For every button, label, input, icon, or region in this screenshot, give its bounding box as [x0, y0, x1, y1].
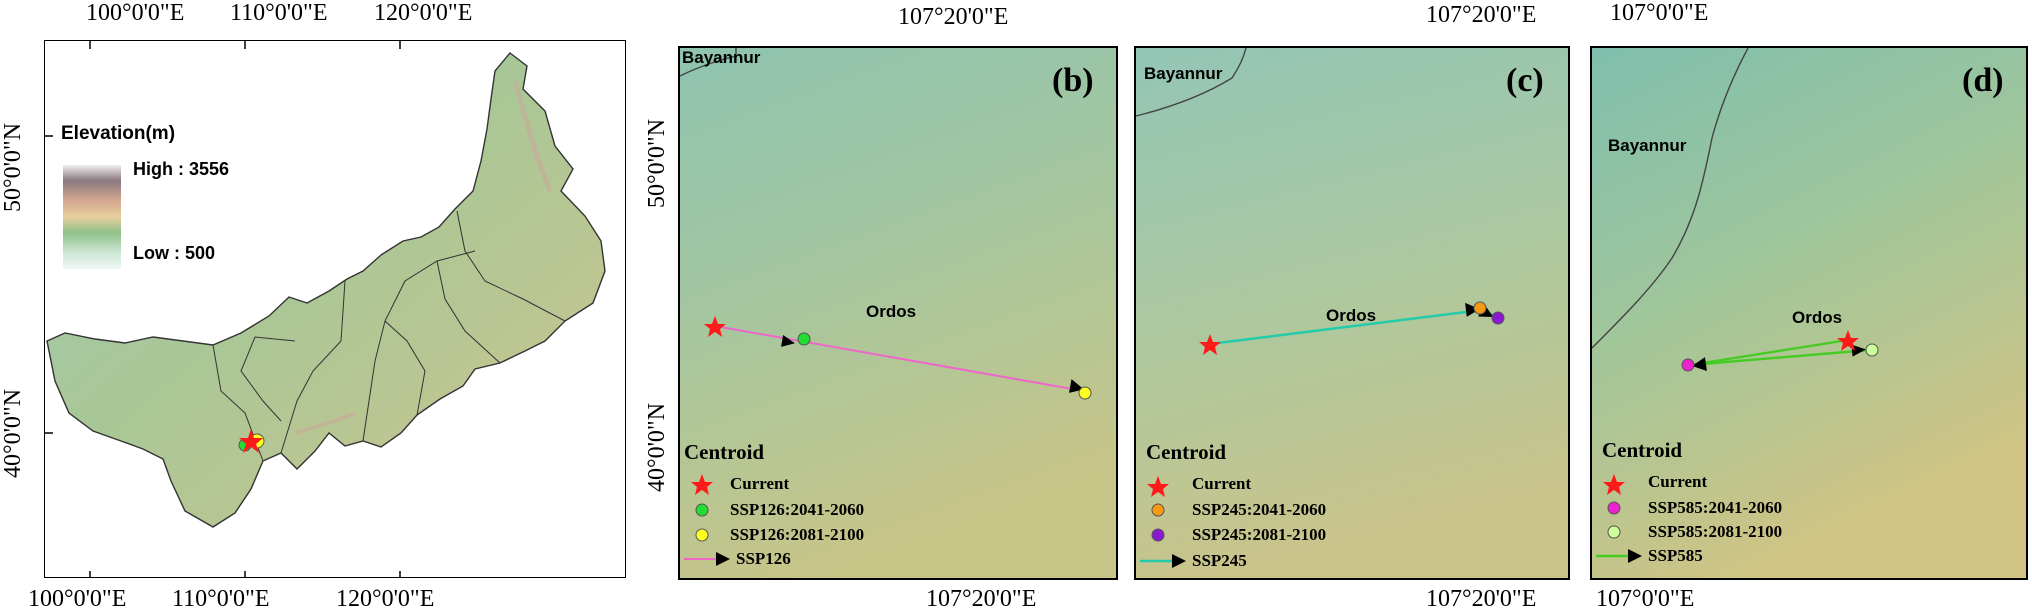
cluster-star [239, 429, 263, 453]
legend-title: Centroid [1146, 440, 1227, 464]
legend-arrowhead [1628, 549, 1642, 563]
current-centroid-star [704, 316, 726, 337]
panel-label-d: (d) [1962, 62, 2004, 99]
legend-title: Centroid [684, 440, 765, 464]
map-svg-b [680, 48, 1116, 578]
trajectory-line [1209, 308, 1483, 346]
lon-label-bottom: 107°0'0"E [1596, 586, 1695, 612]
centroid-2041-2060 [1681, 358, 1695, 372]
centroid-2081-2100 [1078, 386, 1092, 400]
elevation-ramp [63, 165, 121, 269]
centroid-2041-2060 [797, 332, 811, 346]
map-frame-d: Bayannur Ordos (d) Centroid Current SSP5… [1590, 46, 2028, 580]
map-frame-c: Bayannur Ordos (c) Centroid Current SSP2… [1134, 46, 1570, 580]
lon-label-bottom-2: 110°0'0"E [172, 586, 270, 612]
lon-label-top: 107°0'0"E [1610, 0, 1709, 26]
elevation-low-label: Low : 500 [133, 243, 216, 263]
city-bayannur: Bayannur [1608, 136, 1687, 155]
legend-scenario: SSP585 [1648, 546, 1703, 565]
legend-arrowhead [1172, 554, 1186, 568]
boundary-line [1136, 48, 1247, 117]
lat-label-2: 40°0'0"N [0, 388, 26, 478]
legend-current: Current [730, 474, 790, 493]
map-frame-inner-mongolia: Elevation(m) High : 3556 Low : 500 [44, 40, 626, 578]
legend-scenario: SSP126 [736, 549, 791, 568]
boundary-line [680, 48, 737, 77]
lon-label-bottom-1: 100°0'0"E [28, 586, 127, 612]
legend-current: Current [1192, 474, 1252, 493]
centroid-2081-2100 [1491, 311, 1505, 325]
lon-label-bottom-3: 120°0'0"E [336, 586, 435, 612]
map-frame-b: Bayannur Ordos (b) Centroid Current SSP1… [678, 46, 1118, 580]
lon-label-bottom: 107°20'0"E [1426, 586, 1537, 612]
lon-label-top-3: 120°0'0"E [374, 0, 473, 26]
legend-star [691, 474, 713, 495]
map-svg-d [1592, 48, 2026, 578]
lon-label-top: 107°20'0"E [1426, 2, 1537, 28]
legend-2081-2100: SSP245:2081-2100 [1192, 525, 1327, 544]
lon-label-top-2: 110°0'0"E [230, 0, 328, 26]
lat-label-2: 40°0'0"N [644, 402, 670, 492]
legend-current: Current [1648, 472, 1708, 491]
legend-scenario: SSP245 [1192, 551, 1247, 570]
legend-2081-2100: SSP585:2081-2100 [1648, 522, 1783, 541]
lat-label-1: 50°0'0"N [644, 118, 670, 208]
legend-yellow [695, 528, 709, 542]
boundary-line [1592, 48, 1749, 349]
current-centroid-star [1837, 330, 1859, 351]
elevation-title: Elevation(m) [61, 123, 176, 144]
legend-title: Centroid [1602, 438, 1683, 462]
legend-orange [1151, 503, 1165, 517]
legend-2041-2060: SSP126:2041-2060 [730, 500, 865, 519]
legend-2041-2060: SSP245:2041-2060 [1192, 500, 1327, 519]
lon-label-bottom: 107°20'0"E [926, 586, 1037, 612]
city-ordos: Ordos [1326, 306, 1377, 325]
arrowhead-1 [781, 335, 795, 347]
elevation-high-label: High : 3556 [133, 159, 230, 179]
trajectory-line-1 [1689, 338, 1849, 367]
arrowhead-1 [1851, 344, 1866, 357]
arrowhead-1 [1465, 302, 1480, 317]
city-ordos: Ordos [866, 302, 917, 321]
panel-label-b: (b) [1052, 62, 1094, 99]
trajectory-line-2 [1689, 348, 1871, 367]
inner-mongolia-shape [46, 52, 606, 528]
legend-star [1147, 476, 1169, 497]
legend-lightgreen [1607, 525, 1621, 539]
legend-purple [1151, 528, 1165, 542]
legend-magenta [1607, 501, 1621, 515]
centroid-2041-2060 [1473, 301, 1487, 315]
legend-2041-2060: SSP585:2041-2060 [1648, 498, 1783, 517]
lon-label-top: 107°20'0"E [898, 4, 1009, 30]
map-svg-c [1136, 48, 1568, 578]
lat-label-1: 50°0'0"N [0, 122, 26, 212]
legend-arrowhead [716, 552, 730, 566]
lon-label-top-1: 100°0'0"E [86, 0, 185, 26]
current-centroid-star [1199, 334, 1221, 355]
legend-green [695, 503, 709, 517]
legend-2081-2100: SSP126:2081-2100 [730, 525, 865, 544]
trajectory-line [714, 325, 1079, 391]
city-bayannur: Bayannur [1144, 64, 1223, 83]
city-ordos: Ordos [1792, 308, 1843, 327]
legend-star [1603, 474, 1625, 495]
panel-label-c: (c) [1506, 62, 1544, 99]
centroid-2081-2100 [1865, 343, 1879, 357]
city-bayannur: Bayannur [682, 48, 761, 67]
arrowhead-2 [1692, 357, 1707, 371]
map-svg-a [45, 41, 606, 577]
